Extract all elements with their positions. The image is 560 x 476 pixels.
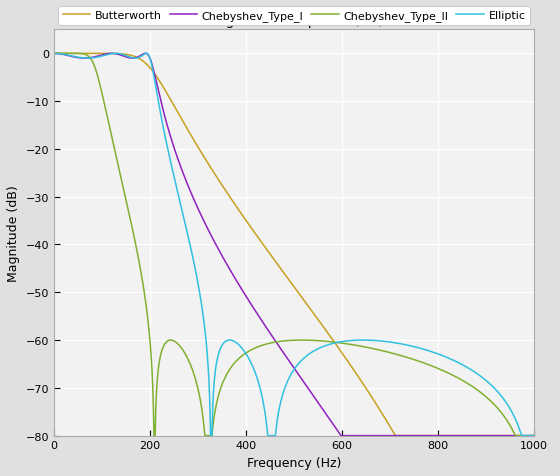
Line: Butterworth: Butterworth bbox=[54, 54, 534, 436]
Chebyshev_Type_II bbox=[335, 340, 342, 346]
Chebyshev_Type_II bbox=[50, 51, 57, 57]
Elliptic bbox=[407, 343, 413, 349]
X-axis label: Frequency (Hz): Frequency (Hz) bbox=[247, 456, 341, 469]
Butterworth bbox=[53, 51, 59, 57]
Chebyshev_Type_II bbox=[151, 433, 157, 438]
Chebyshev_Type_I bbox=[225, 263, 231, 269]
Chebyshev_Type_II bbox=[432, 365, 439, 370]
Title: Magnitude Response (dB): Magnitude Response (dB) bbox=[205, 14, 383, 28]
Chebyshev_Type_I bbox=[50, 51, 57, 57]
Elliptic bbox=[531, 433, 538, 438]
Legend: Butterworth, Chebyshev_Type_I, Chebyshev_Type_II, Elliptic: Butterworth, Chebyshev_Type_I, Chebyshev… bbox=[58, 7, 530, 26]
Butterworth bbox=[50, 51, 57, 57]
Line: Chebyshev_Type_I: Chebyshev_Type_I bbox=[54, 54, 534, 436]
Elliptic bbox=[432, 350, 439, 356]
Butterworth bbox=[74, 51, 81, 57]
Chebyshev_Type_I bbox=[356, 433, 362, 438]
Butterworth bbox=[335, 345, 342, 350]
Chebyshev_Type_I bbox=[338, 433, 344, 438]
Chebyshev_Type_II bbox=[407, 356, 413, 361]
Chebyshev_Type_II bbox=[225, 370, 231, 376]
Chebyshev_Type_I bbox=[531, 433, 538, 438]
Line: Elliptic: Elliptic bbox=[54, 54, 534, 436]
Chebyshev_Type_I bbox=[74, 56, 81, 61]
Elliptic bbox=[225, 338, 231, 344]
Butterworth bbox=[432, 433, 439, 438]
Y-axis label: Magnitude (dB): Magnitude (dB) bbox=[7, 185, 20, 281]
Chebyshev_Type_II bbox=[74, 51, 81, 57]
Elliptic bbox=[207, 433, 214, 438]
Chebyshev_Type_II bbox=[531, 433, 538, 438]
Elliptic bbox=[335, 340, 342, 346]
Butterworth bbox=[225, 191, 231, 197]
Chebyshev_Type_I bbox=[432, 433, 439, 438]
Butterworth bbox=[531, 433, 538, 438]
Chebyshev_Type_II bbox=[356, 343, 362, 349]
Butterworth bbox=[392, 433, 399, 438]
Line: Chebyshev_Type_II: Chebyshev_Type_II bbox=[54, 54, 534, 436]
Elliptic bbox=[356, 337, 362, 343]
Chebyshev_Type_I bbox=[407, 433, 413, 438]
Chebyshev_Type_II bbox=[51, 51, 58, 57]
Butterworth bbox=[407, 433, 413, 438]
Butterworth bbox=[356, 375, 362, 381]
Elliptic bbox=[50, 51, 57, 57]
Elliptic bbox=[74, 55, 81, 61]
Chebyshev_Type_I bbox=[335, 428, 342, 434]
